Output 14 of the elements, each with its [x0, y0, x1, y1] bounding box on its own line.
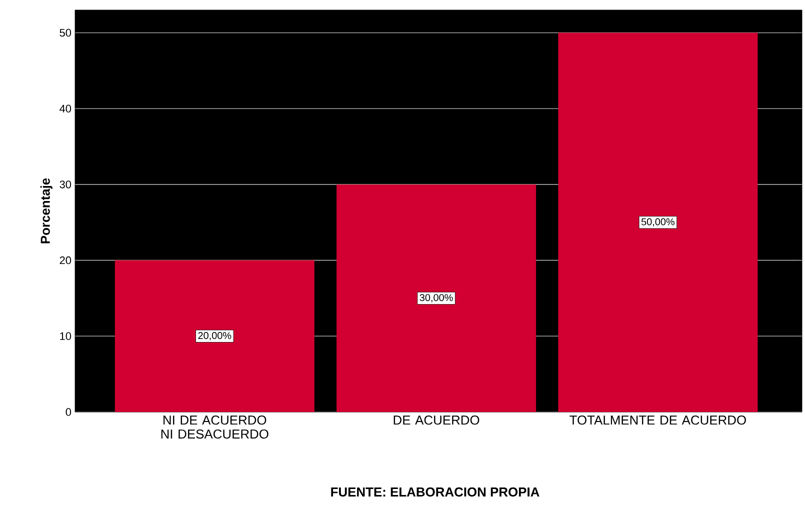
x-tick-label: NI DE ACUERDO NI DESACUERDO [161, 416, 268, 439]
x-tick-label: TOTALMENTE DE ACUERDO [570, 416, 746, 425]
y-tick-label: 30 [60, 180, 72, 188]
source-note: FUENTE: ELABORACION PROPIA [331, 487, 540, 497]
data-label: 50,00% [641, 218, 674, 226]
y-tick-label: 50 [60, 28, 72, 37]
x-tick-label: DE ACUERDO [394, 416, 480, 425]
y-tick-label: 0 [66, 408, 72, 416]
data-label: 20,00% [198, 332, 232, 340]
y-tick-label: 40 [60, 104, 72, 112]
y-tick-label: 10 [60, 332, 72, 340]
data-label: 30,00% [420, 294, 453, 302]
y-axis-title: Porcentaje [40, 178, 52, 244]
y-tick-label: 20 [60, 256, 72, 264]
